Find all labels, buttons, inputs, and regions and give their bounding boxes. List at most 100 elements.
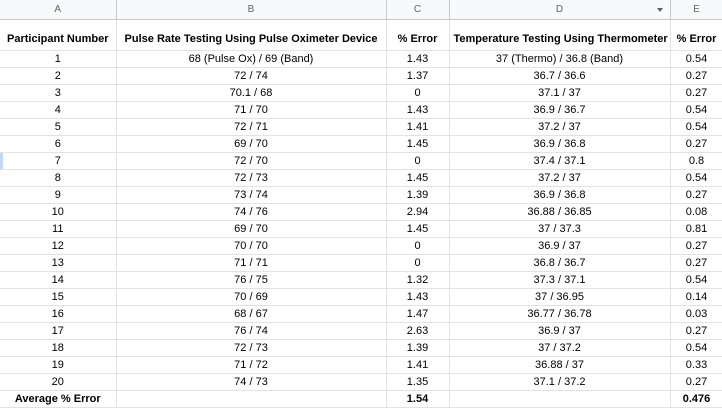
- chevron-down-icon[interactable]: [656, 8, 663, 12]
- cell-temp-error[interactable]: 0.27: [670, 84, 722, 102]
- cell-pulse[interactable]: 73 / 74: [116, 186, 387, 204]
- cell-temp[interactable]: 36.88 / 36.85: [449, 203, 671, 221]
- header-temp[interactable]: Temperature Testing Using Thermometer: [449, 19, 671, 51]
- cell-participant[interactable]: 20: [0, 373, 117, 391]
- cell-temp[interactable]: 37 (Thermo) / 36.8 (Band): [449, 50, 671, 68]
- average-pulse-error[interactable]: 1.54: [386, 390, 450, 408]
- cell-participant[interactable]: 11: [0, 220, 117, 238]
- cell-pulse-error[interactable]: 0: [386, 237, 450, 255]
- cell-pulse-error[interactable]: 1.45: [386, 220, 450, 238]
- cell-temp-error[interactable]: 0.33: [670, 356, 722, 374]
- column-header-d[interactable]: D: [449, 0, 671, 20]
- cell-temp[interactable]: 37.1 / 37.2: [449, 373, 671, 391]
- cell-participant[interactable]: 2: [0, 67, 117, 85]
- cell-pulse[interactable]: 68 / 67: [116, 305, 387, 323]
- cell-temp[interactable]: 36.77 / 36.78: [449, 305, 671, 323]
- average-label[interactable]: Average % Error: [0, 390, 117, 408]
- cell-pulse[interactable]: 72 / 74: [116, 67, 387, 85]
- cell-participant[interactable]: 6: [0, 135, 117, 153]
- cell-temp-error[interactable]: 0.27: [670, 373, 722, 391]
- average-empty-d[interactable]: [449, 390, 671, 408]
- column-header-e[interactable]: E: [670, 0, 722, 20]
- cell-pulse-error[interactable]: 1.43: [386, 288, 450, 306]
- cell-participant[interactable]: 9: [0, 186, 117, 204]
- cell-participant[interactable]: 1: [0, 50, 117, 68]
- cell-pulse-error[interactable]: 1.43: [386, 101, 450, 119]
- cell-pulse[interactable]: 76 / 74: [116, 322, 387, 340]
- cell-temp[interactable]: 36.9 / 36.8: [449, 186, 671, 204]
- cell-temp-error[interactable]: 0.54: [670, 271, 722, 289]
- cell-pulse[interactable]: 72 / 73: [116, 169, 387, 187]
- cell-participant[interactable]: 8: [0, 169, 117, 187]
- cell-pulse[interactable]: 72 / 70: [116, 152, 387, 170]
- cell-temp[interactable]: 37 / 37.2: [449, 339, 671, 357]
- cell-temp-error[interactable]: 0.54: [670, 339, 722, 357]
- header-temp-error[interactable]: % Error: [670, 19, 722, 51]
- cell-temp[interactable]: 36.7 / 36.6: [449, 67, 671, 85]
- cell-pulse-error[interactable]: 1.45: [386, 169, 450, 187]
- cell-pulse-error[interactable]: 1.35: [386, 373, 450, 391]
- cell-temp[interactable]: 36.9 / 37: [449, 237, 671, 255]
- cell-participant[interactable]: 5: [0, 118, 117, 136]
- cell-temp-error[interactable]: 0.27: [670, 186, 722, 204]
- cell-temp-error[interactable]: 0.54: [670, 118, 722, 136]
- column-header-c[interactable]: C: [386, 0, 450, 20]
- cell-pulse-error[interactable]: 0: [386, 84, 450, 102]
- cell-participant[interactable]: 17: [0, 322, 117, 340]
- cell-pulse[interactable]: 76 / 75: [116, 271, 387, 289]
- cell-temp[interactable]: 37.1 / 37: [449, 84, 671, 102]
- cell-temp-error[interactable]: 0.54: [670, 101, 722, 119]
- cell-pulse-error[interactable]: 1.39: [386, 186, 450, 204]
- cell-temp[interactable]: 36.9 / 37: [449, 322, 671, 340]
- cell-pulse-error[interactable]: 1.43: [386, 50, 450, 68]
- cell-participant[interactable]: 15: [0, 288, 117, 306]
- cell-participant[interactable]: 13: [0, 254, 117, 272]
- cell-pulse[interactable]: 71 / 71: [116, 254, 387, 272]
- cell-participant[interactable]: 14: [0, 271, 117, 289]
- cell-pulse-error[interactable]: 1.41: [386, 118, 450, 136]
- column-header-b[interactable]: B: [116, 0, 387, 20]
- header-pulse-error[interactable]: % Error: [386, 19, 450, 51]
- cell-temp-error[interactable]: 0.14: [670, 288, 722, 306]
- cell-participant[interactable]: 12: [0, 237, 117, 255]
- cell-temp[interactable]: 37.3 / 37.1: [449, 271, 671, 289]
- cell-pulse-error[interactable]: 1.47: [386, 305, 450, 323]
- cell-temp-error[interactable]: 0.27: [670, 135, 722, 153]
- cell-temp-error[interactable]: 0.27: [670, 67, 722, 85]
- cell-temp[interactable]: 37.2 / 37: [449, 118, 671, 136]
- cell-participant[interactable]: 16: [0, 305, 117, 323]
- cell-temp[interactable]: 36.9 / 36.7: [449, 101, 671, 119]
- cell-pulse-error[interactable]: 1.41: [386, 356, 450, 374]
- cell-pulse[interactable]: 69 / 70: [116, 135, 387, 153]
- cell-temp[interactable]: 36.8 / 36.7: [449, 254, 671, 272]
- cell-pulse[interactable]: 71 / 72: [116, 356, 387, 374]
- cell-pulse[interactable]: 71 / 70: [116, 101, 387, 119]
- cell-pulse-error[interactable]: 1.37: [386, 67, 450, 85]
- cell-pulse[interactable]: 74 / 73: [116, 373, 387, 391]
- cell-temp-error[interactable]: 0.54: [670, 169, 722, 187]
- column-header-a[interactable]: A: [0, 0, 117, 20]
- cell-pulse[interactable]: 69 / 70: [116, 220, 387, 238]
- cell-participant[interactable]: 4: [0, 101, 117, 119]
- cell-pulse[interactable]: 72 / 73: [116, 339, 387, 357]
- cell-participant[interactable]: 3: [0, 84, 117, 102]
- cell-pulse-error[interactable]: 0: [386, 152, 450, 170]
- cell-temp-error[interactable]: 0.27: [670, 237, 722, 255]
- cell-temp-error[interactable]: 0.8: [670, 152, 722, 170]
- cell-temp-error[interactable]: 0.81: [670, 220, 722, 238]
- cell-temp-error[interactable]: 0.27: [670, 254, 722, 272]
- header-pulse[interactable]: Pulse Rate Testing Using Pulse Oximeter …: [116, 19, 387, 51]
- header-participant[interactable]: Participant Number: [0, 19, 117, 51]
- cell-pulse-error[interactable]: 1.39: [386, 339, 450, 357]
- cell-pulse[interactable]: 70 / 70: [116, 237, 387, 255]
- cell-participant[interactable]: 10: [0, 203, 117, 221]
- cell-participant[interactable]: 19: [0, 356, 117, 374]
- cell-temp[interactable]: 37.2 / 37: [449, 169, 671, 187]
- cell-pulse[interactable]: 70.1 / 68: [116, 84, 387, 102]
- cell-temp-error[interactable]: 0.03: [670, 305, 722, 323]
- cell-temp[interactable]: 37.4 / 37.1: [449, 152, 671, 170]
- cell-participant[interactable]: 7: [0, 152, 117, 170]
- cell-temp[interactable]: 37 / 36.95: [449, 288, 671, 306]
- cell-temp[interactable]: 36.9 / 36.8: [449, 135, 671, 153]
- cell-pulse[interactable]: 72 / 71: [116, 118, 387, 136]
